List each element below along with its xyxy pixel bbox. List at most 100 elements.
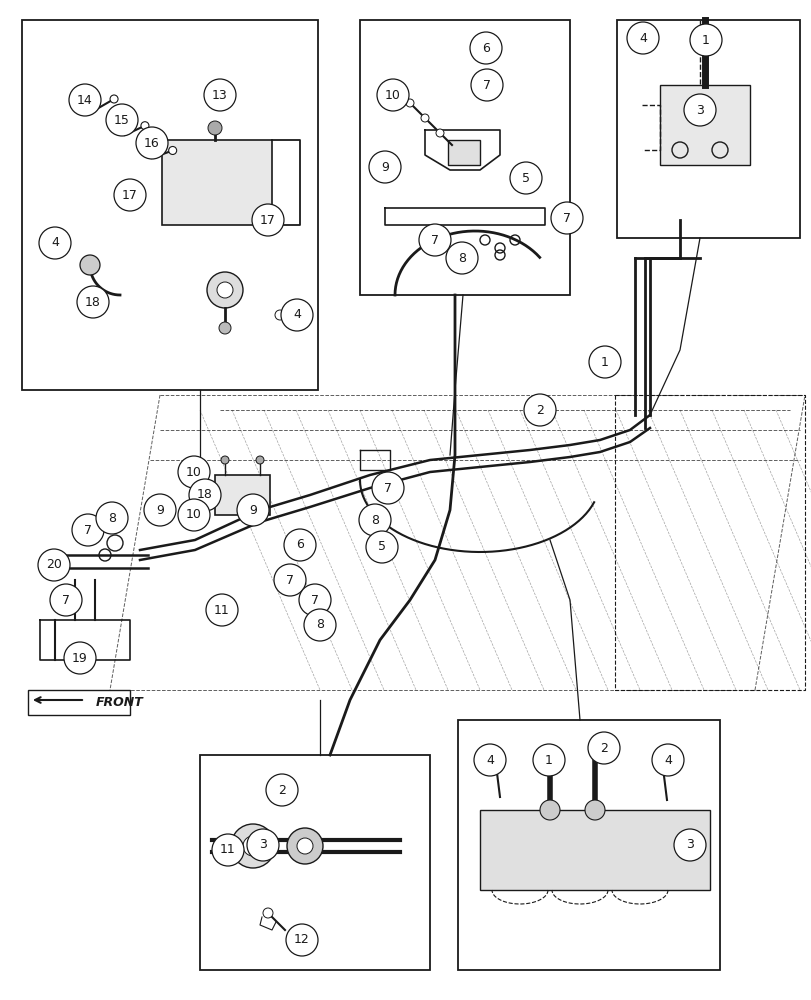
Circle shape: [673, 829, 705, 861]
Circle shape: [683, 94, 715, 126]
Circle shape: [588, 346, 620, 378]
Circle shape: [266, 774, 298, 806]
Circle shape: [445, 242, 478, 274]
Circle shape: [212, 834, 243, 866]
Circle shape: [251, 204, 284, 236]
Circle shape: [178, 456, 210, 488]
Text: 11: 11: [214, 603, 230, 616]
Circle shape: [247, 829, 279, 861]
Circle shape: [275, 310, 285, 320]
Circle shape: [255, 456, 264, 464]
Text: 7: 7: [311, 593, 319, 606]
Bar: [659, 85, 749, 165]
Circle shape: [587, 732, 620, 764]
Text: 2: 2: [277, 784, 285, 796]
Circle shape: [651, 744, 683, 776]
Circle shape: [273, 564, 306, 596]
Bar: [200, 755, 430, 970]
Text: 9: 9: [156, 504, 164, 516]
Circle shape: [470, 32, 501, 64]
Circle shape: [509, 162, 541, 194]
Circle shape: [532, 744, 564, 776]
Text: 4: 4: [486, 754, 493, 766]
Circle shape: [189, 479, 221, 511]
Bar: [479, 810, 709, 890]
Circle shape: [77, 286, 109, 318]
Circle shape: [284, 529, 315, 561]
Text: 2: 2: [599, 741, 607, 754]
Circle shape: [141, 122, 148, 130]
Text: 18: 18: [197, 488, 212, 502]
Bar: [616, 20, 799, 238]
Bar: [215, 475, 270, 515]
Circle shape: [219, 322, 230, 334]
Text: 8: 8: [457, 251, 466, 264]
Bar: [22, 20, 318, 390]
Circle shape: [406, 99, 414, 107]
Circle shape: [221, 456, 229, 464]
Circle shape: [285, 924, 318, 956]
Bar: [359, 20, 569, 295]
Circle shape: [626, 22, 659, 54]
Text: 17: 17: [260, 214, 276, 227]
Text: 9: 9: [380, 161, 388, 174]
Text: 8: 8: [371, 514, 379, 526]
Circle shape: [298, 584, 331, 616]
Text: 17: 17: [122, 189, 138, 202]
Circle shape: [523, 394, 556, 426]
Circle shape: [436, 129, 444, 137]
Text: 10: 10: [186, 466, 202, 479]
Circle shape: [207, 272, 242, 308]
Circle shape: [72, 514, 104, 546]
Text: 20: 20: [46, 558, 62, 572]
Bar: [162, 140, 272, 225]
Text: 4: 4: [638, 32, 646, 45]
Circle shape: [38, 549, 70, 581]
Circle shape: [584, 800, 604, 820]
Text: 1: 1: [702, 34, 709, 47]
Circle shape: [689, 24, 721, 56]
Text: 16: 16: [144, 137, 160, 150]
Text: 9: 9: [249, 504, 256, 516]
Circle shape: [50, 584, 82, 616]
Bar: [457, 720, 719, 970]
Text: 7: 7: [431, 233, 439, 246]
Text: 7: 7: [285, 574, 294, 586]
Text: 7: 7: [562, 212, 570, 225]
Circle shape: [208, 121, 221, 135]
Text: 4: 4: [663, 754, 672, 766]
Text: 1: 1: [544, 754, 552, 766]
Circle shape: [368, 151, 401, 183]
Circle shape: [204, 79, 236, 111]
Circle shape: [237, 494, 268, 526]
Circle shape: [470, 69, 502, 101]
Text: 8: 8: [315, 618, 324, 632]
Circle shape: [263, 908, 272, 918]
Text: 10: 10: [186, 508, 202, 522]
Text: 18: 18: [85, 296, 101, 308]
Text: 7: 7: [84, 524, 92, 536]
Text: 7: 7: [62, 593, 70, 606]
Circle shape: [80, 255, 100, 275]
Circle shape: [657, 754, 669, 766]
Text: 11: 11: [220, 843, 235, 856]
Circle shape: [135, 127, 168, 159]
Circle shape: [230, 824, 275, 868]
Text: 12: 12: [294, 933, 310, 946]
Circle shape: [178, 499, 210, 531]
Text: 5: 5: [378, 540, 385, 554]
Text: 14: 14: [77, 94, 92, 107]
Circle shape: [69, 84, 101, 116]
Circle shape: [420, 114, 428, 122]
Circle shape: [110, 95, 118, 103]
Circle shape: [206, 594, 238, 626]
Bar: [28, 690, 130, 715]
Circle shape: [281, 299, 312, 331]
Circle shape: [474, 744, 505, 776]
Text: FRONT: FRONT: [96, 696, 144, 708]
Circle shape: [297, 838, 312, 854]
Circle shape: [303, 609, 336, 641]
Circle shape: [106, 104, 138, 136]
Text: 13: 13: [212, 89, 228, 102]
Text: 6: 6: [482, 42, 489, 55]
